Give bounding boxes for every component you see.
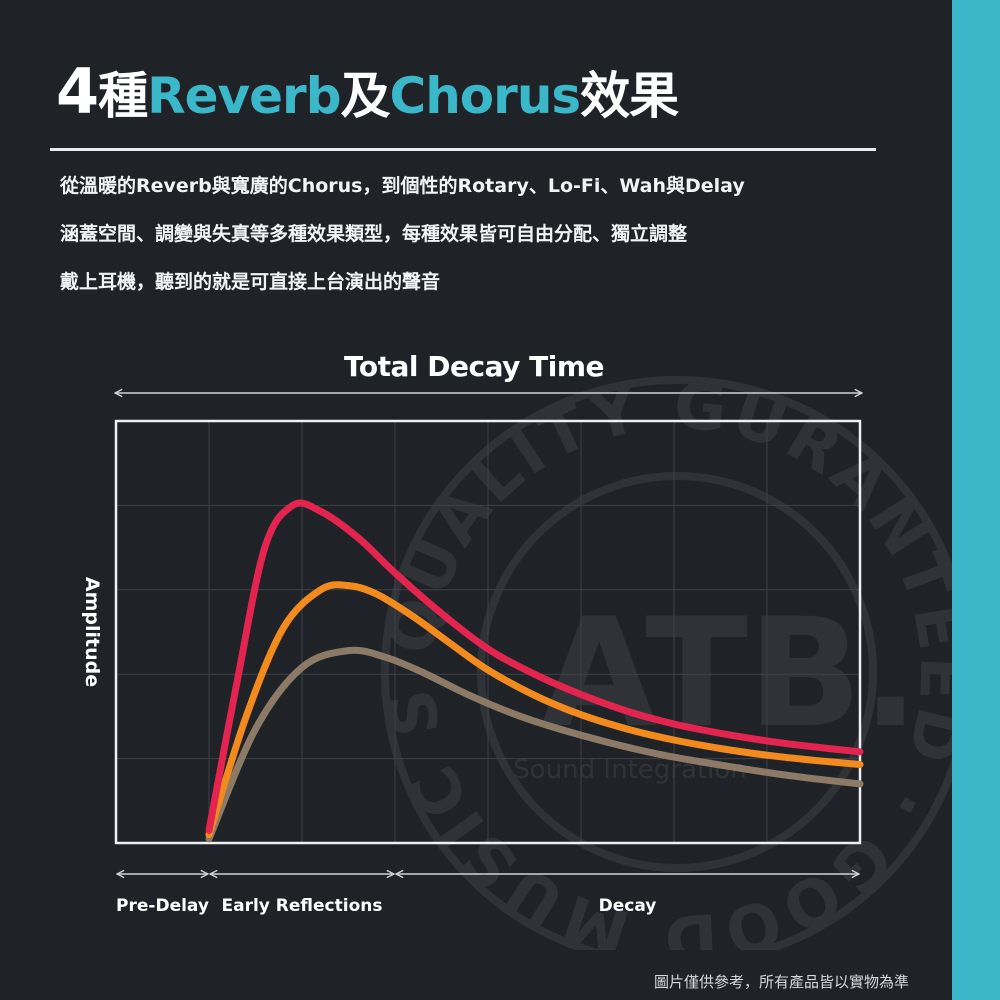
description-line-1: 從溫暖的Reverb與寬廣的Chorus，到個性的Rotary、Lo-Fi、Wa… (60, 175, 745, 197)
chart-series (205, 499, 864, 843)
segment-label-2: Early Reflections (222, 896, 383, 916)
title-divider (50, 148, 876, 151)
series-line-3 (205, 646, 864, 843)
time-segments: Pre-Delay Early Reflections Decay (116, 874, 859, 916)
title-reverb: Reverb (147, 67, 341, 125)
title-number: 4 (56, 55, 99, 128)
page-title: 4種Reverb及Chorus效果 (56, 52, 679, 136)
watermark-outer-ring (381, 376, 952, 950)
y-axis-label: Amplitude (81, 577, 103, 687)
decay-chart: QUALITY GURANTEED · GOOD MUSIC SHOP ATB.… (0, 330, 952, 950)
chart-title: Total Decay Time (344, 350, 604, 383)
plot-frame (114, 419, 862, 845)
watermark-inner-ring (477, 472, 877, 872)
footnote: 圖片僅供參考，所有產品皆以實物為準 (654, 973, 910, 991)
watermark-tagline: Sound Integration (513, 755, 746, 785)
accent-side-strip (952, 0, 1000, 1000)
description-line-2: 涵蓋空間、調變與失真等多種效果類型，每種效果皆可自由分配、獨立調整 (60, 223, 688, 245)
title-chorus: Chorus (389, 67, 582, 125)
series-line-2 (205, 581, 864, 839)
segment-label-3: Decay (599, 896, 657, 916)
title-text-2: 及 (340, 67, 391, 125)
segment-label-1: Pre-Delay (116, 896, 209, 916)
title-text-3: 效果 (580, 67, 679, 125)
series-line-1 (205, 499, 864, 834)
description: 從溫暖的Reverb與寬廣的Chorus，到個性的Rotary、Lo-Fi、Wa… (60, 170, 920, 314)
description-line-3: 戴上耳機，聽到的就是可直接上台演出的聲音 (60, 271, 441, 293)
title-text-1: 種 (98, 67, 148, 125)
